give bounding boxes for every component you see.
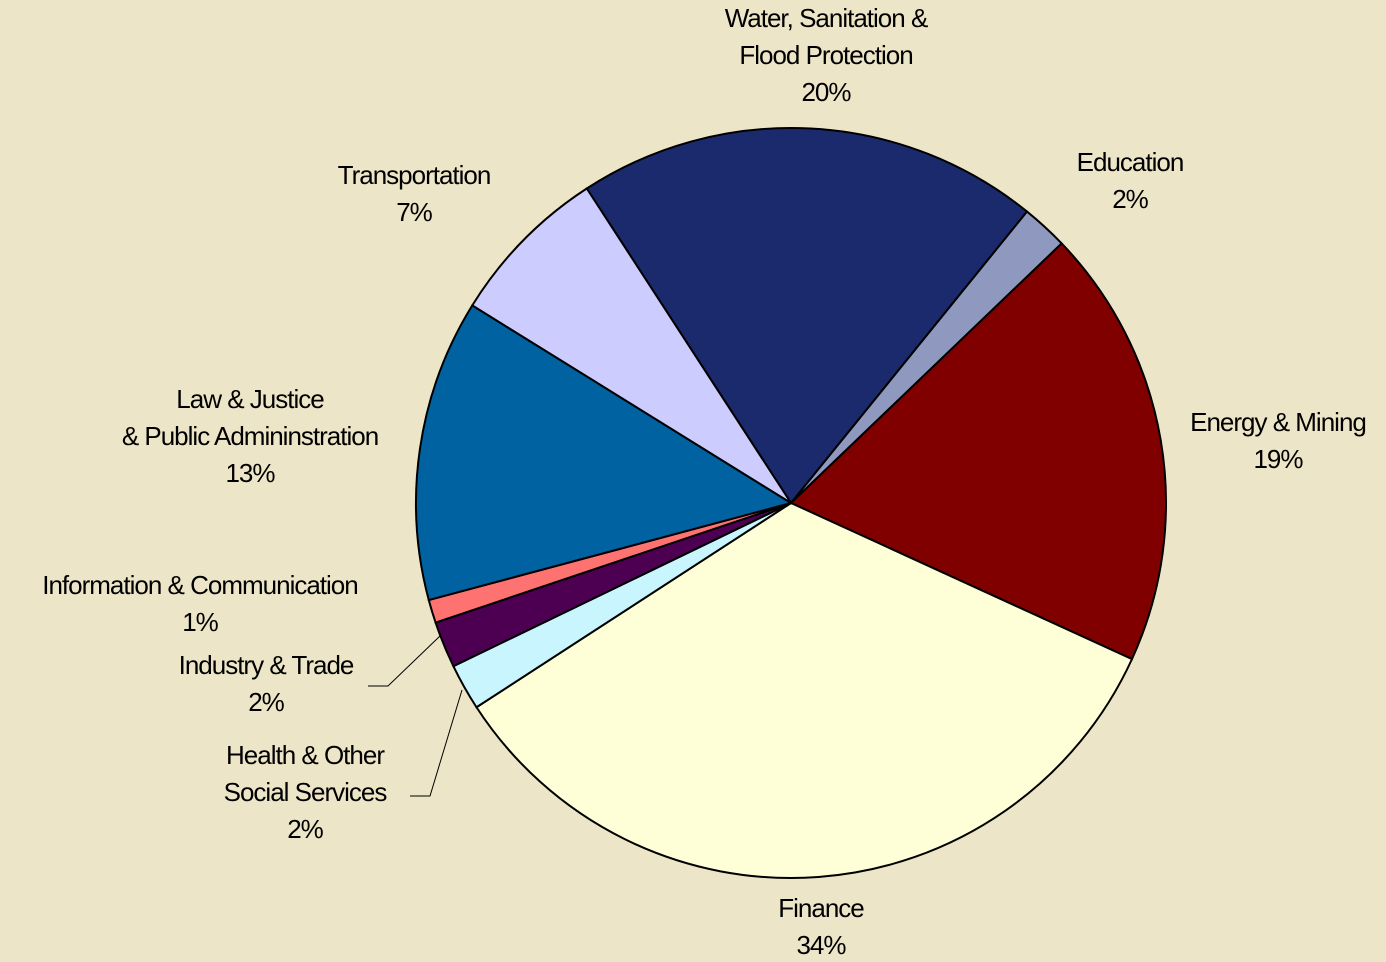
pie-slice xyxy=(475,501,1134,879)
slice-label: Health & Other Social Services xyxy=(224,740,388,807)
slice-value-label: 13% xyxy=(225,458,275,488)
text-line: Flood Protection xyxy=(739,40,912,70)
slice-value-label: 19% xyxy=(1253,444,1303,474)
text-line: Transportation xyxy=(338,160,491,190)
text-line: & Public Admininstration xyxy=(122,421,378,451)
text-line: Health & Other xyxy=(226,740,385,770)
slice-label: Law & Justice & Public Admininstration xyxy=(122,384,378,451)
slice-label: Education xyxy=(1077,147,1184,177)
slice-value-label: 2% xyxy=(1112,184,1148,214)
slice-label: Water, Sanitation & Flood Protection xyxy=(725,3,928,70)
slice-value-label: 20% xyxy=(801,77,851,107)
pie-slice xyxy=(470,187,792,504)
text-line: Information & Communication xyxy=(42,570,357,600)
text-line: Law & Justice xyxy=(176,384,324,414)
text-line: Finance xyxy=(778,893,864,923)
slice-label: Energy & Mining xyxy=(1190,407,1366,437)
slice-value-label: 7% xyxy=(396,197,432,227)
pie-slice xyxy=(415,304,794,602)
text-line: Water, Sanitation & xyxy=(725,3,928,33)
text-line: Education xyxy=(1077,147,1184,177)
text-line: Social Services xyxy=(224,777,388,807)
slice-label: Finance xyxy=(778,893,864,923)
slice-value-label: 34% xyxy=(796,930,846,960)
slice-label: Information & Communication xyxy=(42,570,357,600)
leader-line xyxy=(410,689,463,797)
text-line: Energy & Mining xyxy=(1190,407,1366,437)
slice-label: Transportation xyxy=(338,160,491,190)
slice-value-label: 1% xyxy=(182,607,218,637)
text-line: Industry & Trade xyxy=(179,650,354,680)
pie-slice xyxy=(789,242,1167,661)
pie-slice xyxy=(585,127,1029,505)
leader-line xyxy=(368,635,441,687)
slice-value-label: 2% xyxy=(287,814,323,844)
slice-value-label: 2% xyxy=(248,687,284,717)
slice-label: Industry & Trade xyxy=(179,650,354,680)
